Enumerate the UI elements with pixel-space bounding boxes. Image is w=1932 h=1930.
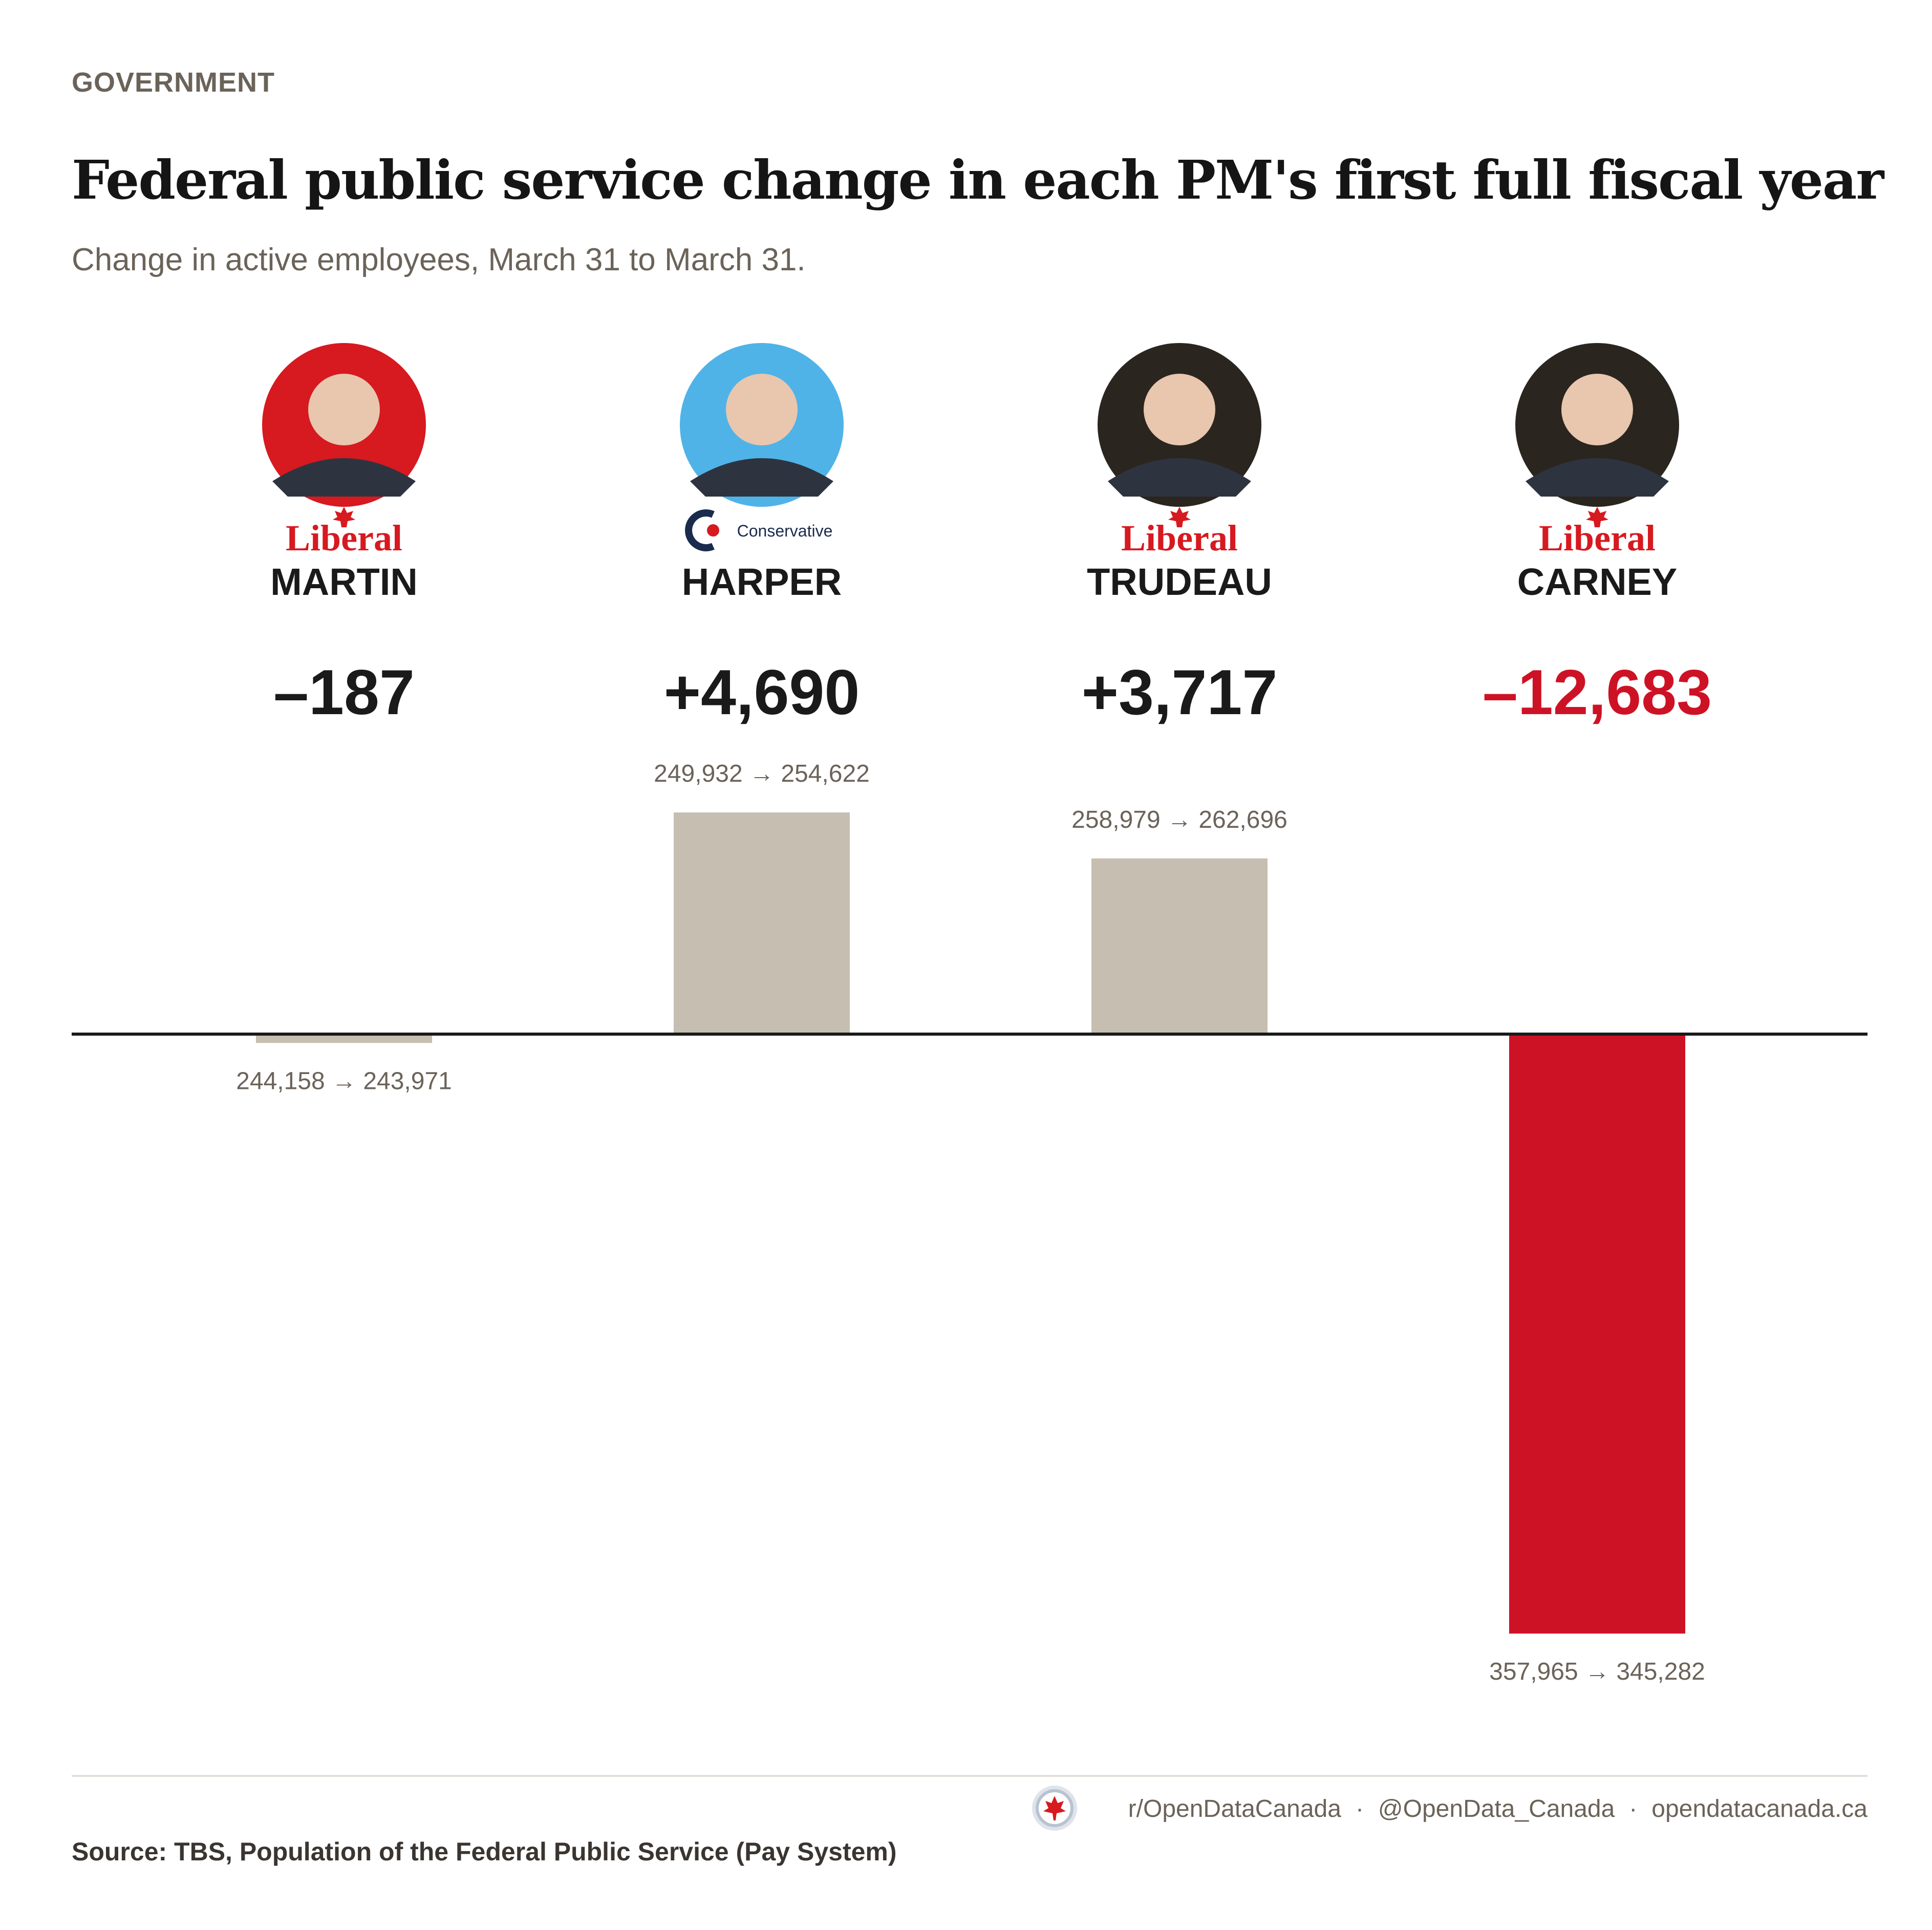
bar [674,812,850,1034]
range-label: 249,932 → 254,622 [654,760,870,787]
pm-portrait-face-trudeau [1144,374,1215,445]
section-kicker: GOVERNMENT [72,67,275,98]
pm-portrait-body-harper [690,458,833,497]
pm-name: HARPER [682,561,842,603]
bar [1091,858,1268,1034]
range-label: 357,965 → 345,282 [1489,1658,1705,1685]
change-value: –187 [273,657,415,728]
conservative-c-icon [685,509,715,551]
chart-subtitle: Change in active employees, March 31 to … [72,242,806,277]
credit-reddit[interactable]: r/OpenDataCanada [1128,1795,1341,1822]
range-label: 258,979 → 262,696 [1071,806,1287,833]
party-logo-conservative: Conservative [737,522,833,540]
credit-separator: · [1355,1795,1364,1822]
bar [1509,1034,1685,1634]
source-note: Source: TBS, Population of the Federal P… [72,1837,897,1866]
change-value: +3,717 [1082,657,1278,728]
pm-portrait-body-carney [1526,458,1669,497]
pm-portrait-face-carney [1561,374,1633,445]
range-label: 244,158 → 243,971 [236,1067,452,1095]
pm-name: CARNEY [1517,561,1677,603]
pm-name: TRUDEAU [1087,561,1272,603]
maple-leaf-icon [707,524,719,537]
opendatacanada-logo-icon [1032,1786,1077,1831]
pm-portrait-body-martin [272,458,416,497]
footer-divider [72,1775,1867,1777]
pm-portrait-face-martin [308,374,380,445]
pm-name: MARTIN [270,561,418,603]
pm-portrait-body-trudeau [1108,458,1251,497]
change-value: –12,683 [1483,657,1712,728]
credit-twitter[interactable]: @OpenData_Canada [1378,1795,1615,1822]
change-value: +4,690 [664,657,860,728]
chart-title: Federal public service change in each PM… [72,148,1884,211]
credit-separator: · [1629,1795,1638,1822]
maple-leaf-icon [1168,507,1191,527]
pm-portrait-face-harper [726,374,798,445]
footer-credits: r/OpenDataCanada · @OpenData_Canada · openda… [1128,1795,1867,1823]
bar [256,1034,432,1043]
credit-website[interactable]: opendatacanada.ca [1651,1795,1867,1822]
maple-leaf-icon [333,507,355,527]
maple-leaf-icon [1586,507,1608,527]
party-logo-liberal: Liberal [286,518,402,559]
party-logo-liberal: Liberal [1121,518,1238,559]
party-logo-liberal: Liberal [1539,518,1656,559]
